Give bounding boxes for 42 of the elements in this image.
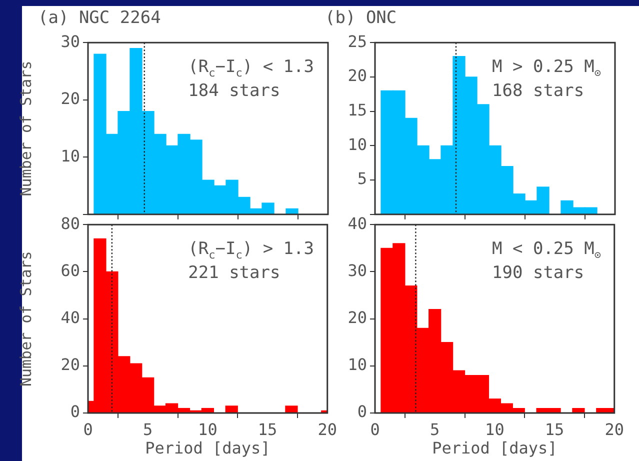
x-tick-label: 15: [258, 420, 278, 439]
y-tick-label: 10: [348, 134, 367, 154]
y-tick-label: 20: [348, 308, 367, 327]
y-tick-label: 0: [70, 402, 80, 422]
x-tick-label: 10: [485, 420, 504, 439]
x-tick-label: 5: [143, 420, 153, 439]
annotation: M > 0.25 M$_{⊙}$: [492, 57, 601, 80]
annotation: 190 stars: [492, 263, 584, 284]
x-tick-label: 20: [318, 420, 337, 439]
y-axis-title: Number of Stars: [16, 251, 35, 387]
y-tick-label: 20: [60, 89, 80, 108]
annotation: 184 stars: [188, 81, 280, 102]
x-tick-label: 5: [430, 420, 440, 439]
y-tick-label: 80: [60, 214, 80, 233]
annotation: M < 0.25 M$_{⊙}$: [492, 239, 601, 262]
x-axis-title: Period [days]: [432, 438, 558, 458]
y-tick-label: 30: [348, 260, 367, 280]
x-tick-label: 0: [83, 420, 93, 439]
y-tick-label: 10: [348, 355, 367, 374]
annotation: (R$_{c}$−I$_{c}$) < 1.3: [188, 57, 314, 80]
y-axis-title: Number of Stars: [16, 60, 35, 196]
x-tick-label: 20: [604, 420, 624, 439]
chart-title: (a) NGC 2264: [38, 8, 161, 28]
y-tick-label: 15: [348, 100, 367, 120]
y-tick-label: 20: [60, 355, 80, 374]
annotation: 221 stars: [188, 263, 280, 284]
y-tick-label: 5: [357, 169, 367, 188]
y-tick-label: 40: [348, 214, 367, 233]
y-tick-label: 40: [60, 308, 80, 327]
x-axis-title: Period [days]: [145, 438, 270, 458]
y-tick-label: 20: [348, 66, 367, 86]
x-tick-label: 0: [370, 420, 380, 439]
y-tick-label: 0: [357, 402, 367, 422]
chart-title: (b) ONC: [325, 8, 397, 28]
annotation: (R$_{c}$−I$_{c}$) > 1.3: [188, 239, 314, 262]
x-tick-label: 15: [544, 420, 564, 439]
y-tick-label: 10: [60, 146, 80, 166]
x-tick-label: 10: [198, 420, 218, 439]
y-tick-label: 30: [60, 32, 80, 51]
y-tick-label: 25: [348, 32, 367, 51]
annotation: 168 stars: [492, 81, 584, 102]
y-tick-label: 60: [60, 260, 80, 280]
